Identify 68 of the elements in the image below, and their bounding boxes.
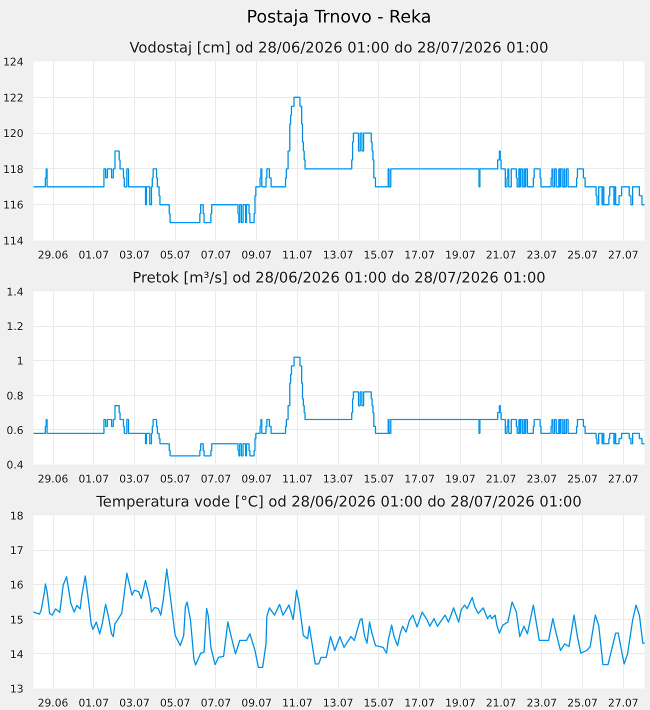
y-tick-label: 118: [3, 162, 24, 176]
x-tick-label: 17.07: [404, 248, 435, 262]
x-tick-label: 23.07: [526, 472, 558, 486]
y-tick-label: 0.6: [6, 424, 24, 437]
x-tick-label: 07.07: [200, 696, 232, 710]
y-tick-label: 16: [10, 578, 24, 592]
x-tick-label: 17.07: [404, 472, 435, 486]
x-tick-label: 29.06: [38, 248, 68, 262]
y-tick-label: 0.4: [6, 458, 24, 472]
line-series: [34, 568, 644, 668]
y-tick-label: 114: [3, 234, 24, 248]
x-tick-label: 15.07: [364, 696, 394, 710]
y-tick-label: 18: [10, 510, 24, 522]
x-tick-label: 03.07: [119, 248, 150, 262]
x-tick-label: 11.07: [282, 696, 313, 710]
x-tick-label: 05.07: [160, 472, 190, 486]
x-tick-label: 09.07: [241, 472, 272, 486]
x-tick-label: 27.07: [608, 696, 639, 710]
x-tick-label: 13.07: [322, 696, 354, 710]
x-tick-label: 19.07: [445, 472, 476, 486]
chart-title: Postaja Trnovo - Reka: [246, 8, 432, 28]
x-tick-label: 01.07: [78, 248, 110, 262]
x-tick-label: 13.07: [322, 248, 354, 262]
x-tick-label: 15.07: [364, 248, 394, 262]
x-tick-label: 09.07: [241, 696, 272, 710]
x-tick-label: 15.07: [364, 472, 394, 486]
chart-subtitle: Vodostaj [cm] od 28/06/2026 01:00 do 28/07/2026 01:00: [130, 40, 548, 56]
y-tick-label: 15: [10, 613, 24, 626]
x-tick-label: 05.07: [160, 696, 190, 710]
y-tick-label: 124: [3, 56, 24, 68]
y-tick-label: 1.4: [6, 286, 24, 298]
x-tick-label: 03.07: [119, 696, 150, 710]
x-tick-label: 27.07: [608, 248, 639, 262]
y-tick-label: 14: [10, 648, 24, 661]
x-tick-label: 25.07: [567, 248, 598, 262]
x-tick-label: 07.07: [200, 472, 232, 486]
x-tick-label: 19.07: [445, 696, 476, 710]
x-tick-label: 25.07: [567, 472, 598, 486]
x-tick-label: 17.07: [404, 696, 435, 710]
chart-title: Temperatura vode [°C] od 28/06/2026 01:00 do 28/07/2026 01:00: [95, 494, 582, 510]
y-tick-label: 116: [3, 198, 24, 212]
y-tick-label: 122: [3, 91, 24, 104]
x-tick-label: 05.07: [160, 248, 190, 262]
x-tick-label: 11.07: [282, 472, 313, 486]
x-tick-label: 01.07: [78, 472, 110, 486]
x-tick-label: 07.07: [200, 248, 232, 262]
x-tick-label: 19.07: [445, 248, 476, 262]
y-tick-label: 120: [3, 127, 24, 140]
y-tick-label: 17: [10, 544, 24, 558]
x-tick-label: 29.06: [38, 696, 68, 710]
x-tick-label: 01.07: [78, 696, 110, 710]
x-tick-label: 23.07: [526, 696, 558, 710]
x-tick-label: 09.07: [241, 248, 272, 262]
x-tick-label: 21.07: [486, 696, 516, 710]
y-tick-label: 1.2: [6, 320, 24, 334]
x-tick-label: 03.07: [119, 472, 150, 486]
chart-title: Pretok [m³/s] od 28/06/2026 01:00 do 28/07/2026 01:00: [132, 270, 546, 286]
x-tick-label: 13.07: [322, 472, 354, 486]
x-tick-label: 23.07: [526, 248, 558, 262]
x-tick-label: 11.07: [282, 248, 313, 262]
x-tick-label: 29.06: [38, 472, 68, 486]
x-tick-label: 25.07: [567, 696, 598, 710]
x-tick-label: 21.07: [486, 472, 516, 486]
x-tick-label: 21.07: [486, 248, 516, 262]
y-tick-label: 1: [16, 354, 24, 368]
y-tick-label: 0.8: [6, 389, 24, 402]
y-tick-label: 13: [10, 682, 24, 696]
x-tick-label: 27.07: [608, 472, 639, 486]
